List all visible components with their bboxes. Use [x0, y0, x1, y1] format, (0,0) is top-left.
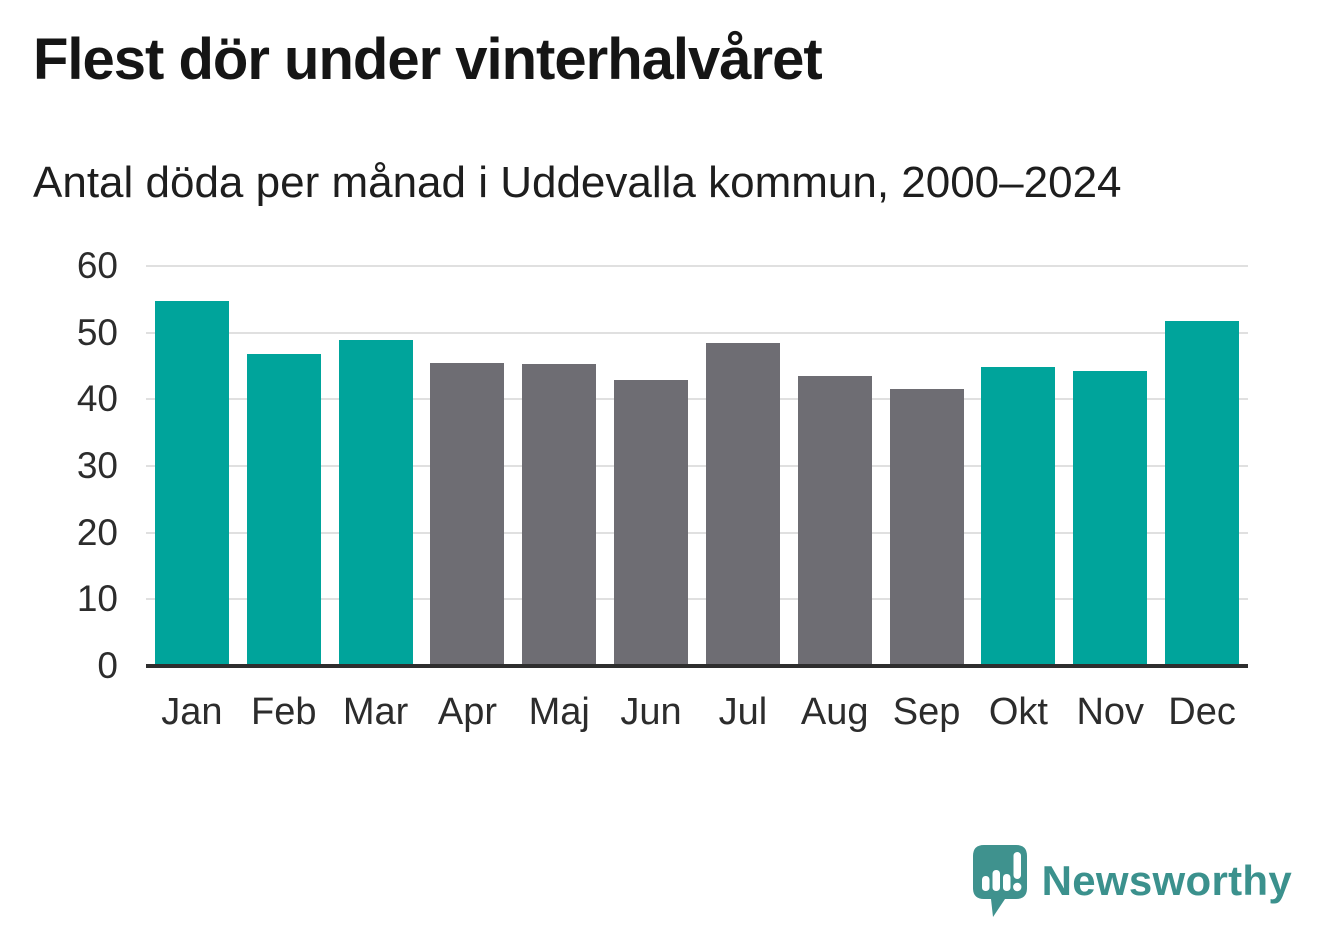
- x-tick-label-nov: Nov: [1076, 691, 1145, 733]
- y-tick-label-50: 50: [76, 311, 118, 353]
- x-tick-label-feb: Feb: [251, 691, 317, 733]
- newsworthy-logo-text: Newsworthy: [1041, 857, 1292, 904]
- y-tick-label-40: 40: [76, 378, 118, 420]
- bar-jan: [154, 300, 229, 666]
- x-axis-line: [146, 664, 1248, 668]
- bar-mar: [338, 340, 413, 666]
- x-tick-label-jan: Jan: [161, 691, 223, 733]
- newsworthy-logo-icon: [972, 845, 1027, 917]
- bar-okt: [981, 366, 1056, 666]
- chart-subtitle: Antal döda per månad i Uddevalla kommun,…: [33, 158, 1122, 207]
- gridline-10: [146, 598, 1248, 601]
- x-tick-label-okt: Okt: [988, 691, 1048, 733]
- gridline-30: [146, 465, 1248, 467]
- y-tick-label-60: 60: [76, 245, 118, 286]
- bar-aug: [797, 376, 872, 666]
- bar-jun: [614, 380, 689, 666]
- gridline-40: [146, 398, 1248, 401]
- x-tick-label-maj: Maj: [528, 691, 590, 733]
- y-tick-label-10: 10: [76, 578, 118, 620]
- bar-feb: [246, 354, 321, 666]
- bar-apr: [430, 363, 505, 666]
- x-tick-label-jul: Jul: [718, 691, 768, 733]
- x-tick-label-mar: Mar: [342, 691, 409, 733]
- bar-jul: [705, 342, 780, 666]
- plot-area: [146, 265, 1248, 668]
- x-tick-label-jun: Jun: [620, 691, 682, 733]
- gridline-20: [146, 531, 1248, 534]
- x-tick-label-apr: Apr: [437, 691, 497, 733]
- y-tick-label-30: 30: [76, 445, 118, 486]
- bar-maj: [522, 364, 597, 666]
- gridline-60: [146, 265, 1248, 267]
- chart-title: Flest dör under vinterhalvåret: [33, 27, 823, 92]
- x-tick-label-aug: Aug: [800, 691, 869, 733]
- gridline-50: [146, 331, 1248, 334]
- y-tick-label-20: 20: [76, 511, 118, 553]
- newsworthy-logo: Newsworthy: [971, 843, 1292, 919]
- y-tick-label-0: 0: [97, 645, 118, 686]
- x-tick-label-dec: Dec: [1168, 691, 1236, 733]
- bar-nov: [1073, 370, 1148, 666]
- bar-sep: [889, 389, 964, 666]
- x-tick-label-sep: Sep: [892, 691, 961, 733]
- bar-dec: [1165, 320, 1240, 666]
